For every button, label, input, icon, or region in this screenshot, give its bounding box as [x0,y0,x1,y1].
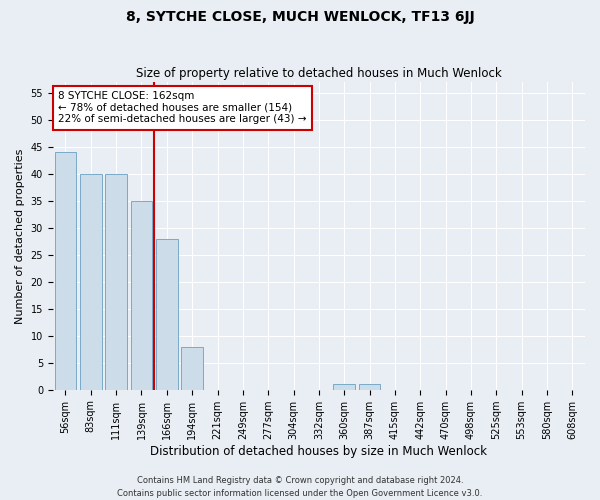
Bar [181,346,203,390]
Text: 8 SYTCHE CLOSE: 162sqm
← 78% of detached houses are smaller (154)
22% of semi-de: 8 SYTCHE CLOSE: 162sqm ← 78% of detached… [58,92,307,124]
Title: Size of property relative to detached houses in Much Wenlock: Size of property relative to detached ho… [136,66,502,80]
Text: Contains HM Land Registry data © Crown copyright and database right 2024.
Contai: Contains HM Land Registry data © Crown c… [118,476,482,498]
X-axis label: Distribution of detached houses by size in Much Wenlock: Distribution of detached houses by size … [151,444,487,458]
Bar [359,384,380,390]
Bar [334,384,355,390]
Bar [80,174,101,390]
Bar [131,201,152,390]
Bar [156,238,178,390]
Bar [55,152,76,390]
Y-axis label: Number of detached properties: Number of detached properties [15,148,25,324]
Text: 8, SYTCHE CLOSE, MUCH WENLOCK, TF13 6JJ: 8, SYTCHE CLOSE, MUCH WENLOCK, TF13 6JJ [125,10,475,24]
Bar [106,174,127,390]
